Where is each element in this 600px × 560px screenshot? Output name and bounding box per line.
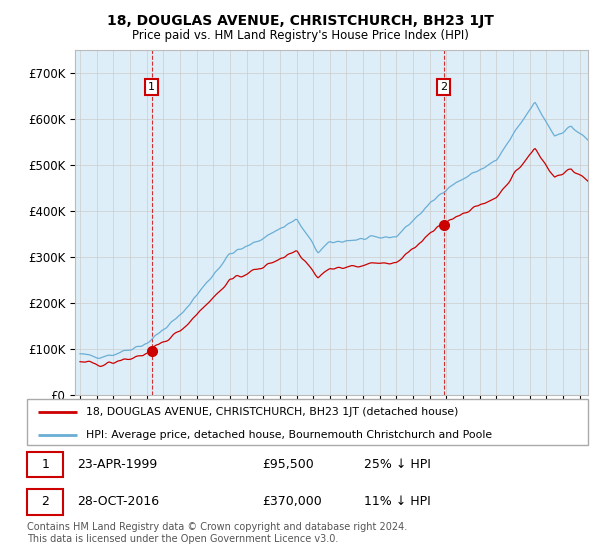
FancyBboxPatch shape: [27, 451, 64, 477]
Text: Price paid vs. HM Land Registry's House Price Index (HPI): Price paid vs. HM Land Registry's House …: [131, 29, 469, 42]
Text: £370,000: £370,000: [263, 495, 322, 508]
FancyBboxPatch shape: [27, 488, 64, 515]
Text: 18, DOUGLAS AVENUE, CHRISTCHURCH, BH23 1JT: 18, DOUGLAS AVENUE, CHRISTCHURCH, BH23 1…: [107, 14, 493, 28]
Text: 11% ↓ HPI: 11% ↓ HPI: [364, 495, 430, 508]
Text: 2: 2: [440, 82, 447, 92]
Text: 23-APR-1999: 23-APR-1999: [77, 458, 158, 471]
Text: 28-OCT-2016: 28-OCT-2016: [77, 495, 160, 508]
Text: 1: 1: [148, 82, 155, 92]
Text: 2: 2: [41, 495, 49, 508]
FancyBboxPatch shape: [27, 399, 588, 445]
Text: HPI: Average price, detached house, Bournemouth Christchurch and Poole: HPI: Average price, detached house, Bour…: [86, 430, 492, 440]
Text: Contains HM Land Registry data © Crown copyright and database right 2024.
This d: Contains HM Land Registry data © Crown c…: [27, 522, 407, 544]
Text: £95,500: £95,500: [263, 458, 314, 471]
Text: 25% ↓ HPI: 25% ↓ HPI: [364, 458, 430, 471]
Text: 18, DOUGLAS AVENUE, CHRISTCHURCH, BH23 1JT (detached house): 18, DOUGLAS AVENUE, CHRISTCHURCH, BH23 1…: [86, 407, 458, 417]
Text: 1: 1: [41, 458, 49, 471]
